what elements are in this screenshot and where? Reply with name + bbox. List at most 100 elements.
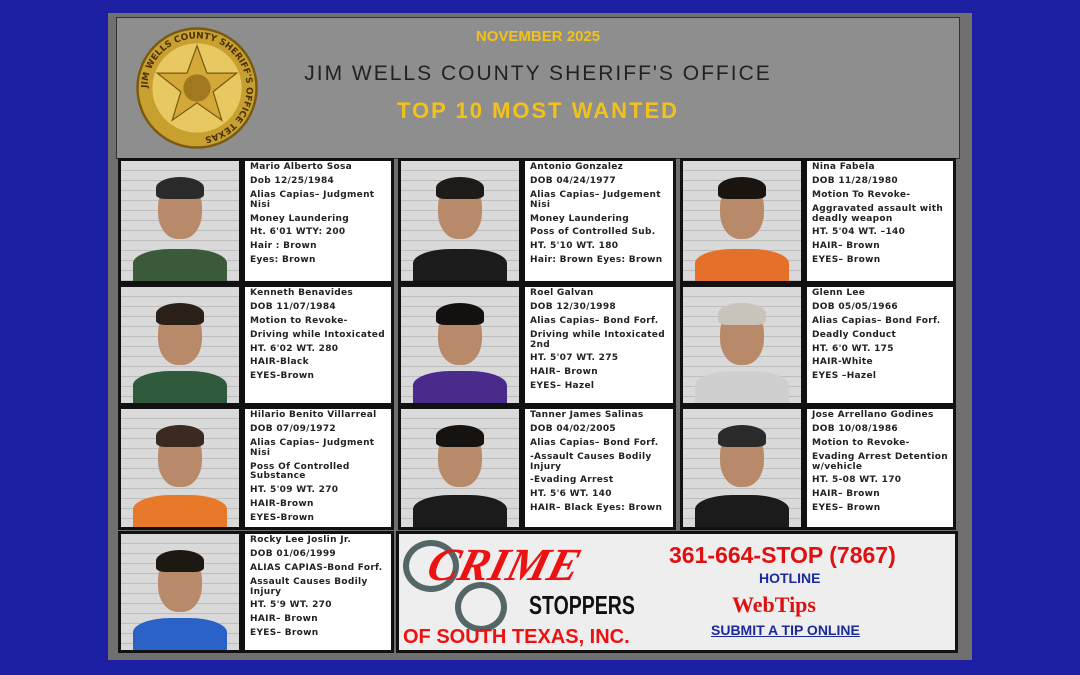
shirt [132,618,228,650]
suspect-detail: HT. 5'6 WT. 140 [530,489,612,500]
suspect-detail: Money Laundering [530,213,629,224]
suspect-detail: DOB 10/08/1986 [812,423,898,434]
suspect-info-card: Roel Galvan DOB 12/30/1998 Alias Capias– B… [522,284,676,406]
suspect-detail: EYES –Hazel [812,371,877,382]
suspect-detail: Alias Capias– Bond Forf. [530,437,659,448]
suspect-detail: HAIR– Brown [812,489,880,500]
suspect-detail: HT. 6'02 WT. 280 [250,343,339,354]
suspect-detail: EYES-Brown [250,513,315,524]
suspect-name: Tanner James Salinas [530,410,644,420]
suspect-detail: DOB 12/30/1998 [530,301,616,312]
mugshot-photo [680,158,804,284]
suspect-detail: HT. 5'07 WT. 275 [530,353,619,364]
suspect-detail: Alias Capias– Judgment Nisi [250,437,375,458]
suspect-detail: HAIR– Brown [530,367,598,378]
suspect-name: Antonio Gonzalez [530,162,624,172]
suspect-detail: Driving while Intoxicated [250,329,385,340]
suspect-info-card: Jose Arrellano Godines DOB 10/08/1986 Moti… [804,406,956,530]
suspect-detail: ALIAS CAPIAS-Bond Forf. [250,562,383,573]
hotline-phone: 361-664-STOP (7867) [669,542,896,568]
suspect-detail: DOB 01/06/1999 [250,548,336,559]
suspect-detail: HAIR– Brown [812,241,880,252]
suspect-detail: HT. 6'0 WT. 175 [812,343,894,354]
shirt [412,249,508,281]
hair [718,425,766,447]
organization-name: OF SOUTH TEXAS, INC. [403,626,630,648]
stoppers-logo-text: STOPPERS [529,590,635,620]
sheriff-star-badge-icon: JIM WELLS COUNTY SHERIFF'S OFFICE TEXAS [136,27,258,149]
hair [436,425,484,447]
hair [156,425,204,447]
poster-month: NOVEMBER 2025 [475,28,601,45]
mugshot-photo [118,531,242,653]
suspect-name: Nina Fabela [812,162,875,172]
hair [436,177,484,199]
suspect-detail: Money Laundering [250,213,349,224]
suspect-info-card: Antonio Gonzalez DOB 04/24/1977 Alias Capi… [522,158,676,284]
suspect-detail: EYES– Brown [250,628,319,639]
suspect-detail: Hair: Brown Eyes: Brown [530,255,663,266]
hotline-label: HOTLINE [759,570,821,586]
suspect-detail: Motion To Revoke- [812,189,911,200]
suspect-detail: HT. 5'09 WT. 270 [250,485,339,496]
suspect-info-card: Tanner James Salinas DOB 04/02/2005 Alias … [522,406,676,530]
suspect-name: Kenneth Benavides [250,288,354,298]
hair [436,303,484,325]
crime-logo-text: CRIME [422,539,587,590]
hair [156,550,204,572]
suspect-detail: HAIR-Brown [250,499,314,510]
suspect-detail: Alias Capias– Bond Forf. [812,315,941,326]
shirt [132,495,228,527]
mugshot-photo [398,284,522,406]
suspect-detail: HT. 5'04 WT. –140 [812,227,906,238]
suspect-name: Hilario Benito Villarreal [250,410,377,420]
handcuffs-icon [403,540,459,592]
suspect-detail: Alias Capias– Judgement Nisi [530,189,661,210]
suspect-detail: EYES– Brown [812,255,881,266]
suspect-name: Rocky Lee Joslin Jr. [250,535,352,545]
poster-title: TOP 10 MOST WANTED [396,98,680,123]
suspect-detail: Assault Causes Bodily Injury [250,576,368,597]
poster-header: JIM WELLS COUNTY SHERIFF'S OFFICE TEXAS … [116,17,960,159]
hair [718,303,766,325]
mugshot-photo [680,406,804,530]
suspect-detail: HAIR– Black Eyes: Brown [530,503,663,514]
wanted-poster: JIM WELLS COUNTY SHERIFF'S OFFICE TEXAS … [108,13,972,660]
suspect-detail: Eyes: Brown [250,255,316,266]
suspect-detail: -Evading Arrest [530,475,614,486]
suspect-detail: Alias Capias– Judgment Nisi [250,189,375,210]
suspect-detail: DOB 07/09/1972 [250,423,336,434]
suspect-detail: -Assault Causes Bodily Injury [530,451,652,472]
suspect-info-card: Hilario Benito Villarreal DOB 07/09/1972 A… [242,406,394,530]
suspect-info-card: Nina Fabela DOB 11/28/1980 Motion To Revok… [804,158,956,284]
mugshot-photo [398,158,522,284]
mugshot-photo [118,284,242,406]
mugshot-photo [398,406,522,530]
suspect-detail: Motion to Revoke- [250,315,348,326]
suspect-detail: Ht. 6'01 WTY: 200 [250,227,346,238]
mugshot-photo [680,284,804,406]
mugshot-photo [118,406,242,530]
suspect-detail: DOB 11/28/1980 [812,175,898,186]
suspect-info-card: Kenneth Benavides DOB 11/07/1984 Motion to… [242,284,394,406]
suspect-detail: DOB 04/24/1977 [530,175,616,186]
suspect-detail: EYES– Hazel [530,381,595,392]
suspect-name: Roel Galvan [530,288,594,298]
shirt [694,371,790,403]
hair [156,177,204,199]
shirt [412,495,508,527]
suspect-detail: HT. 5-08 WT. 170 [812,475,902,486]
suspect-detail: EYES– Brown [812,503,881,514]
suspect-detail: Driving while Intoxicated 2nd [530,329,665,350]
suspect-detail: DOB 05/05/1966 [812,301,898,312]
handcuffs-icon [455,582,507,632]
webtips-label: WebTips [732,592,816,617]
crime-stoppers-banner: CRIME STOPPERS OF SOUTH TEXAS, INC. 361-… [396,531,958,653]
suspect-detail: Motion to Revoke- [812,437,910,448]
suspect-info-card: Glenn Lee DOB 05/05/1966 Alias Capias– Bon… [804,284,956,406]
suspect-detail: HAIR-Black [250,357,309,368]
submit-tip-link[interactable]: SUBMIT A TIP ONLINE [711,622,860,638]
office-name: JIM WELLS COUNTY SHERIFF'S OFFICE [304,62,772,85]
suspect-detail: Poss Of Controlled Substance [250,461,350,482]
suspect-detail: DOB 11/07/1984 [250,301,336,312]
